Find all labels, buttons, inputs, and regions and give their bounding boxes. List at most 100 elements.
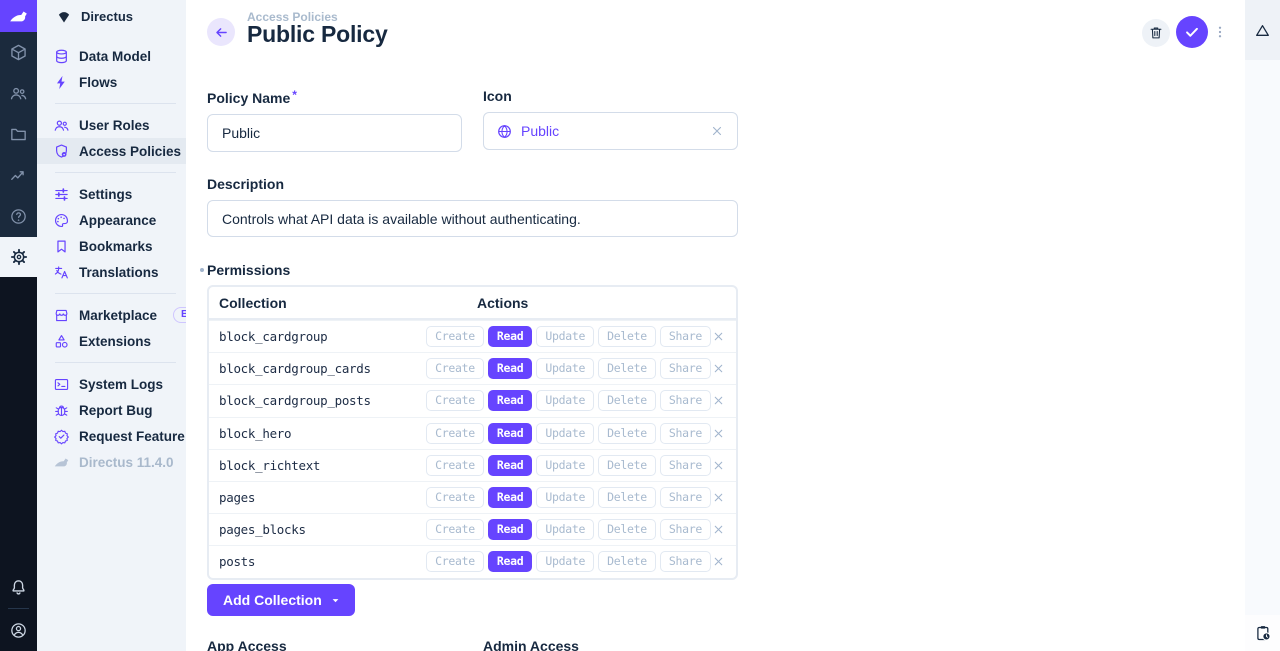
read-chip[interactable]: Read bbox=[487, 358, 533, 380]
delete-chip[interactable]: Delete bbox=[598, 551, 656, 573]
users-icon bbox=[9, 84, 28, 103]
collection-name: block_cardgroup bbox=[219, 329, 328, 345]
module-file-library[interactable] bbox=[0, 114, 37, 155]
share-chip[interactable]: Share bbox=[659, 422, 711, 444]
description-group: Description bbox=[207, 176, 738, 237]
sidebar-item-settings[interactable]: Settings bbox=[37, 181, 186, 207]
project-header[interactable]: Directus bbox=[37, 0, 186, 33]
read-chip[interactable]: Read bbox=[487, 551, 533, 573]
directus-logo-button[interactable] bbox=[0, 0, 37, 32]
create-chip[interactable]: Create bbox=[426, 358, 484, 380]
back-button[interactable] bbox=[207, 18, 235, 46]
sidebar-item-appearance[interactable]: Appearance bbox=[37, 207, 186, 233]
create-chip[interactable]: Create bbox=[426, 422, 484, 444]
sidebar-item-flows[interactable]: Flows bbox=[37, 69, 186, 95]
nav-divider bbox=[55, 103, 176, 104]
remove-row-button[interactable] bbox=[711, 458, 726, 473]
create-chip[interactable]: Create bbox=[426, 454, 484, 476]
read-chip[interactable]: Read bbox=[487, 390, 533, 412]
share-chip[interactable]: Share bbox=[659, 358, 711, 380]
share-chip[interactable]: Share bbox=[659, 551, 711, 573]
update-chip[interactable]: Update bbox=[536, 551, 595, 573]
add-collection-button[interactable]: Add Collection bbox=[207, 584, 355, 616]
app-access-label: App Access bbox=[207, 638, 287, 651]
create-chip[interactable]: Create bbox=[426, 390, 484, 412]
read-chip[interactable]: Read bbox=[487, 487, 533, 509]
remove-row-button[interactable] bbox=[711, 522, 726, 537]
delete-chip[interactable]: Delete bbox=[598, 326, 656, 348]
verified-icon bbox=[53, 428, 70, 445]
create-chip[interactable]: Create bbox=[426, 487, 484, 509]
action-chips: Create Read Update Delete Share bbox=[426, 454, 711, 476]
directus-rabbit-icon bbox=[8, 6, 29, 27]
more-vert-icon bbox=[1212, 24, 1228, 40]
update-chip[interactable]: Update bbox=[536, 422, 595, 444]
revisions-toggle-button[interactable] bbox=[1245, 615, 1280, 651]
module-user-directory[interactable] bbox=[0, 73, 37, 114]
delete-chip[interactable]: Delete bbox=[598, 519, 656, 541]
remove-row-button[interactable] bbox=[711, 490, 726, 505]
delete-chip[interactable]: Delete bbox=[598, 422, 656, 444]
delete-chip[interactable]: Delete bbox=[598, 390, 656, 412]
update-chip[interactable]: Update bbox=[536, 358, 595, 380]
remove-row-button[interactable] bbox=[711, 361, 726, 376]
share-chip[interactable]: Share bbox=[659, 326, 711, 348]
account-circle-icon bbox=[9, 621, 28, 640]
sidebar-item-marketplace[interactable]: MarketplaceBeta bbox=[37, 302, 212, 328]
sidebar-item-user-roles[interactable]: User Roles bbox=[37, 112, 186, 138]
remove-row-button[interactable] bbox=[711, 393, 726, 408]
module-documentation[interactable] bbox=[0, 196, 37, 237]
sidebar-item-request-feature[interactable]: Request Feature bbox=[37, 423, 186, 449]
user-roles-icon bbox=[53, 117, 70, 134]
create-chip[interactable]: Create bbox=[426, 551, 484, 573]
share-chip[interactable]: Share bbox=[659, 519, 711, 541]
create-chip[interactable]: Create bbox=[426, 326, 484, 348]
description-input[interactable] bbox=[207, 200, 738, 237]
sidebar-item-translations[interactable]: Translations bbox=[37, 259, 186, 285]
more-options-button[interactable] bbox=[1211, 19, 1229, 45]
share-chip[interactable]: Share bbox=[659, 390, 711, 412]
sidebar-item-data-model[interactable]: Data Model bbox=[37, 43, 186, 69]
notifications-button[interactable] bbox=[0, 568, 37, 606]
remove-row-button[interactable] bbox=[711, 554, 726, 569]
share-chip[interactable]: Share bbox=[659, 487, 711, 509]
breadcrumb[interactable]: Access Policies bbox=[247, 10, 338, 24]
read-chip[interactable]: Read bbox=[487, 326, 533, 348]
update-chip[interactable]: Update bbox=[536, 519, 595, 541]
icon-select[interactable]: Public bbox=[483, 112, 738, 150]
category-icon bbox=[53, 333, 70, 350]
collection-name: block_cardgroup_posts bbox=[219, 393, 371, 409]
policy-name-input[interactable] bbox=[207, 114, 462, 152]
update-chip[interactable]: Update bbox=[536, 390, 595, 412]
account-button[interactable] bbox=[0, 611, 37, 649]
sidebar-item-system-logs[interactable]: System Logs bbox=[37, 371, 186, 397]
share-chip[interactable]: Share bbox=[659, 454, 711, 476]
create-chip[interactable]: Create bbox=[426, 519, 484, 541]
collection-column-header: Collection bbox=[219, 294, 287, 311]
read-chip[interactable]: Read bbox=[487, 454, 533, 476]
update-chip[interactable]: Update bbox=[536, 326, 595, 348]
collection-name: pages bbox=[219, 490, 256, 506]
module-settings[interactable] bbox=[0, 237, 37, 277]
update-chip[interactable]: Update bbox=[536, 487, 595, 509]
update-chip[interactable]: Update bbox=[536, 454, 595, 476]
module-content[interactable] bbox=[0, 32, 37, 73]
module-insights[interactable] bbox=[0, 155, 37, 196]
remove-row-button[interactable] bbox=[711, 329, 726, 344]
delete-chip[interactable]: Delete bbox=[598, 358, 656, 380]
sidebar-item-access-policies[interactable]: Access Policies bbox=[37, 138, 186, 164]
save-button[interactable] bbox=[1176, 16, 1208, 48]
delete-chip[interactable]: Delete bbox=[598, 454, 656, 476]
delete-chip[interactable]: Delete bbox=[598, 487, 656, 509]
read-chip[interactable]: Read bbox=[487, 422, 533, 444]
delete-button[interactable] bbox=[1142, 19, 1170, 47]
sidebar-item-report-bug[interactable]: Report Bug bbox=[37, 397, 186, 423]
icon-clear-button[interactable] bbox=[709, 123, 725, 139]
sidebar-section-button[interactable] bbox=[1245, 0, 1280, 60]
sidebar-item-extensions[interactable]: Extensions bbox=[37, 328, 186, 354]
read-chip[interactable]: Read bbox=[487, 519, 533, 541]
remove-row-button[interactable] bbox=[711, 426, 726, 441]
policy-name-group: Policy Name * bbox=[207, 88, 462, 152]
sidebar-item-bookmarks[interactable]: Bookmarks bbox=[37, 233, 186, 259]
action-chips: Create Read Update Delete Share bbox=[426, 422, 711, 444]
